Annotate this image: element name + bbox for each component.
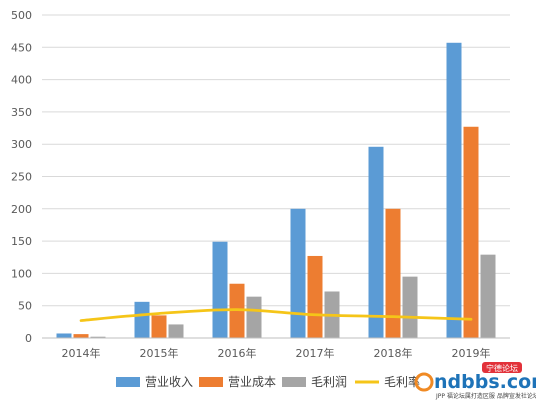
y-tick-label: 0 <box>25 332 32 345</box>
bar <box>480 254 496 338</box>
x-tick-label: 2017年 <box>296 346 335 360</box>
gridlines <box>42 14 510 339</box>
bar <box>151 315 167 338</box>
bar <box>385 208 401 338</box>
legend-label: 毛利润 <box>311 375 347 389</box>
x-tick-label: 2014年 <box>62 346 101 360</box>
bar <box>90 336 106 338</box>
legend-swatch <box>282 377 306 387</box>
y-tick-label: 50 <box>18 300 32 313</box>
legend-swatch <box>116 377 140 387</box>
legend-label: 营业成本 <box>228 375 276 389</box>
x-tick-label: 2019年 <box>452 346 491 360</box>
x-axis: 2014年 2015年 2016年 2017年 2018年 2019年 <box>42 337 510 360</box>
bar <box>212 241 228 338</box>
watermark-badge-bg <box>482 362 522 373</box>
bar <box>168 324 184 338</box>
x-tick-label: 2015年 <box>140 346 179 360</box>
bar <box>73 334 89 338</box>
legend-swatch <box>199 377 223 387</box>
line-series <box>79 308 473 322</box>
y-tick-label: 300 <box>11 138 32 151</box>
y-tick-label: 150 <box>11 235 32 248</box>
y-tick-label: 350 <box>11 106 32 119</box>
legend-label: 营业收入 <box>145 375 193 389</box>
bar <box>307 255 323 338</box>
watermark-badge-text: 宁德论坛 <box>486 363 518 373</box>
bar <box>368 146 384 338</box>
bar <box>402 276 418 338</box>
watermark-logo-ring <box>414 372 434 392</box>
line-path <box>79 308 473 322</box>
legend-label: 毛利率 <box>384 374 420 389</box>
y-tick-label: 250 <box>11 171 32 184</box>
watermark-logo: 宁德论坛 ndbbs.com JPP 福论坛属打造区服 品牌宣发社论坛 <box>414 362 536 400</box>
bar <box>246 296 262 338</box>
y-tick-label: 100 <box>11 267 32 280</box>
y-axis: 0 50 100 150 200 250 300 350 400 450 500 <box>11 9 32 345</box>
bar <box>56 333 72 338</box>
bar <box>134 301 150 338</box>
watermark-subtext: JPP 福论坛属打造区服 品牌宣发社论坛 <box>435 392 536 400</box>
y-tick-label: 200 <box>11 203 32 216</box>
bar <box>463 126 479 339</box>
x-tick-label: 2016年 <box>218 346 257 360</box>
bar <box>290 208 306 338</box>
x-tick-label: 2018年 <box>374 346 413 360</box>
bar-series <box>56 42 496 339</box>
y-tick-label: 450 <box>11 41 32 54</box>
y-tick-label: 500 <box>11 9 32 22</box>
legend: 营业收入 营业成本 毛利润 毛利率 <box>116 374 420 389</box>
watermark-text: ndbbs.com <box>434 371 536 393</box>
y-tick-label: 400 <box>11 74 32 87</box>
bar <box>446 42 462 338</box>
